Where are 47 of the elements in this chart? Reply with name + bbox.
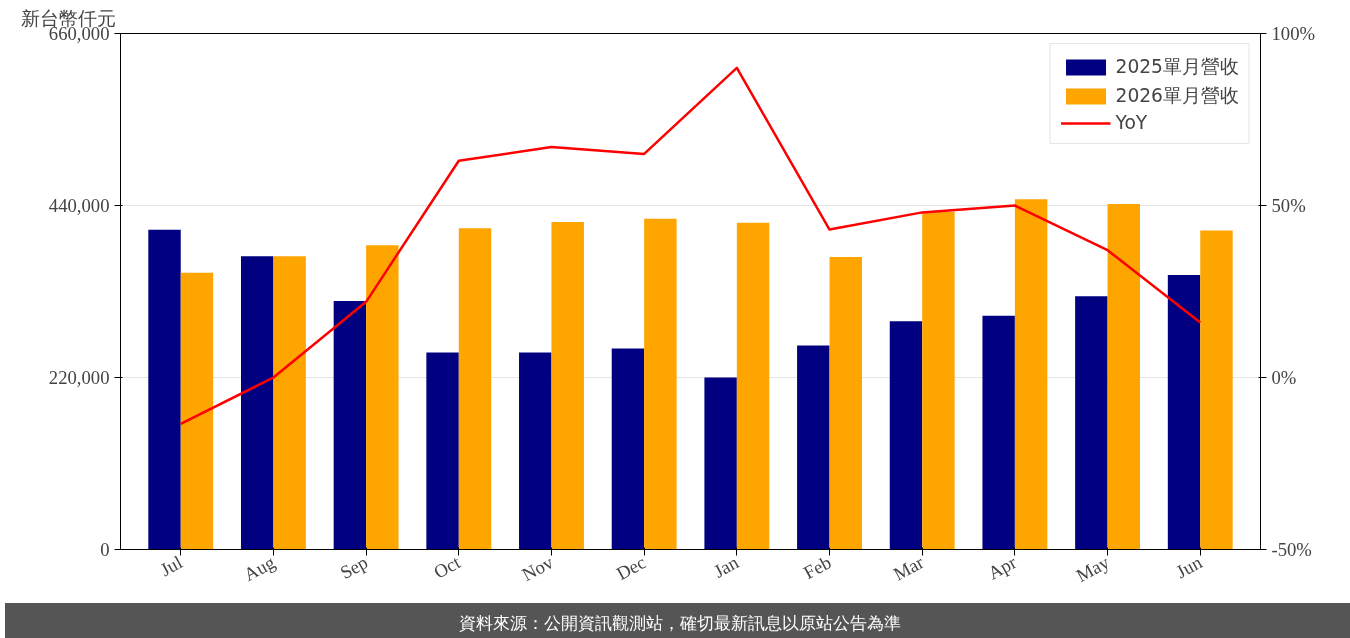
x-tick-label: Jul xyxy=(156,551,186,581)
x-tick-label: Apr xyxy=(984,550,1021,584)
x-tick-label: Mar xyxy=(889,550,928,585)
bar xyxy=(644,218,677,550)
bar xyxy=(829,257,862,550)
bar xyxy=(273,256,306,550)
x-tick-label: Jan xyxy=(709,550,743,582)
x-tick-label: Oct xyxy=(430,550,465,583)
bar xyxy=(148,229,181,550)
bar xyxy=(426,352,459,550)
x-tick-label: Feb xyxy=(799,551,835,584)
y2-tick-label: 50% xyxy=(1271,195,1306,216)
x-tick-label: Dec xyxy=(612,551,650,585)
bar xyxy=(519,352,552,550)
bar xyxy=(922,211,955,550)
source-note: 資料來源：公開資訊觀測站，確切最新訊息以原站公告為準 xyxy=(459,612,901,635)
bar xyxy=(736,222,770,550)
y-tick-label: 220,000 xyxy=(48,367,110,388)
y-tick-label: 0 xyxy=(100,539,110,560)
bar xyxy=(982,315,1015,550)
x-tick-label: May xyxy=(1072,550,1114,587)
legend-label: YoY xyxy=(1115,112,1148,133)
bar xyxy=(1107,203,1141,550)
y2-tick-label: 0% xyxy=(1271,367,1297,388)
y2-tick-label: 100% xyxy=(1271,23,1316,44)
legend-label: 2025單月營收 xyxy=(1115,55,1239,79)
bar xyxy=(1014,199,1048,550)
x-tick-label: Jun xyxy=(1172,550,1206,583)
bar xyxy=(1167,275,1201,550)
bar xyxy=(333,300,367,550)
y-tick-label: 440,000 xyxy=(48,195,110,216)
bar xyxy=(704,377,737,550)
bar xyxy=(366,245,399,550)
bar xyxy=(797,345,830,550)
bar xyxy=(458,228,492,550)
bar xyxy=(611,348,645,550)
bar xyxy=(240,256,274,550)
bar xyxy=(1200,230,1233,550)
bar xyxy=(1075,296,1108,550)
y2-tick-label: -50% xyxy=(1271,539,1312,560)
x-tick-label: Sep xyxy=(336,551,372,584)
x-tick-label: Nov xyxy=(518,550,558,586)
bar xyxy=(551,221,584,550)
legend-label: 2026單月營收 xyxy=(1115,84,1239,108)
bar xyxy=(180,272,214,550)
bar xyxy=(889,321,923,550)
x-tick-label: Aug xyxy=(240,551,279,586)
